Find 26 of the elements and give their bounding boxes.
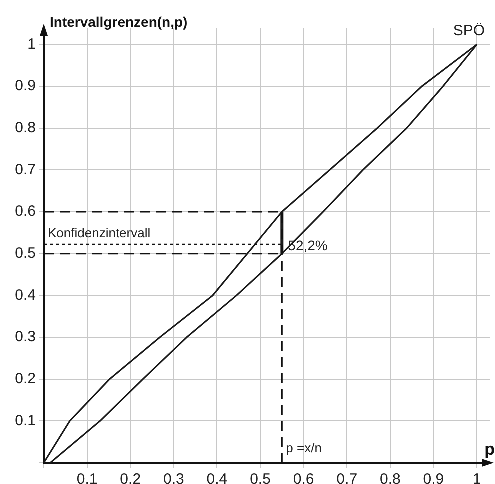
- y-tick-label: 0.1: [15, 412, 36, 430]
- ref-line-label: p =x/n: [286, 440, 322, 456]
- x-tick-label: 0.2: [120, 471, 142, 484]
- y-tick-label: 0.6: [15, 203, 36, 220]
- x-tick-label: 0.5: [250, 471, 271, 484]
- x-tick-label: 0.8: [380, 471, 401, 484]
- x-tick-label: 1: [472, 471, 482, 484]
- y-tick-label: 1: [28, 36, 36, 53]
- x-tick-label: 0.6: [293, 471, 314, 484]
- y-tick-label: 0.7: [15, 161, 36, 178]
- ref-line-label: 52,2%: [288, 238, 328, 254]
- annotation: Konfidenzintervall: [48, 225, 151, 240]
- y-tick-label: 0.8: [15, 120, 36, 137]
- x-tick-label: 0.9: [423, 471, 444, 484]
- y-tick-label: 0.4: [15, 286, 36, 304]
- x-tick-label: 0.1: [76, 471, 98, 484]
- annotation: SPÖ: [453, 22, 486, 40]
- y-tick-label: 0.9: [15, 78, 36, 95]
- y-tick-label: 0.3: [15, 328, 36, 346]
- x-tick-label: 0.3: [163, 471, 184, 484]
- x-axis-title: p: [484, 440, 495, 460]
- y-tick-label: 0.2: [15, 370, 36, 388]
- x-tick-label: 0.7: [336, 471, 358, 484]
- y-axis-title: Intervallgrenzen(n,p): [50, 14, 188, 30]
- y-tick-label: 0.5: [15, 245, 36, 262]
- x-tick-label: 0.4: [206, 471, 228, 484]
